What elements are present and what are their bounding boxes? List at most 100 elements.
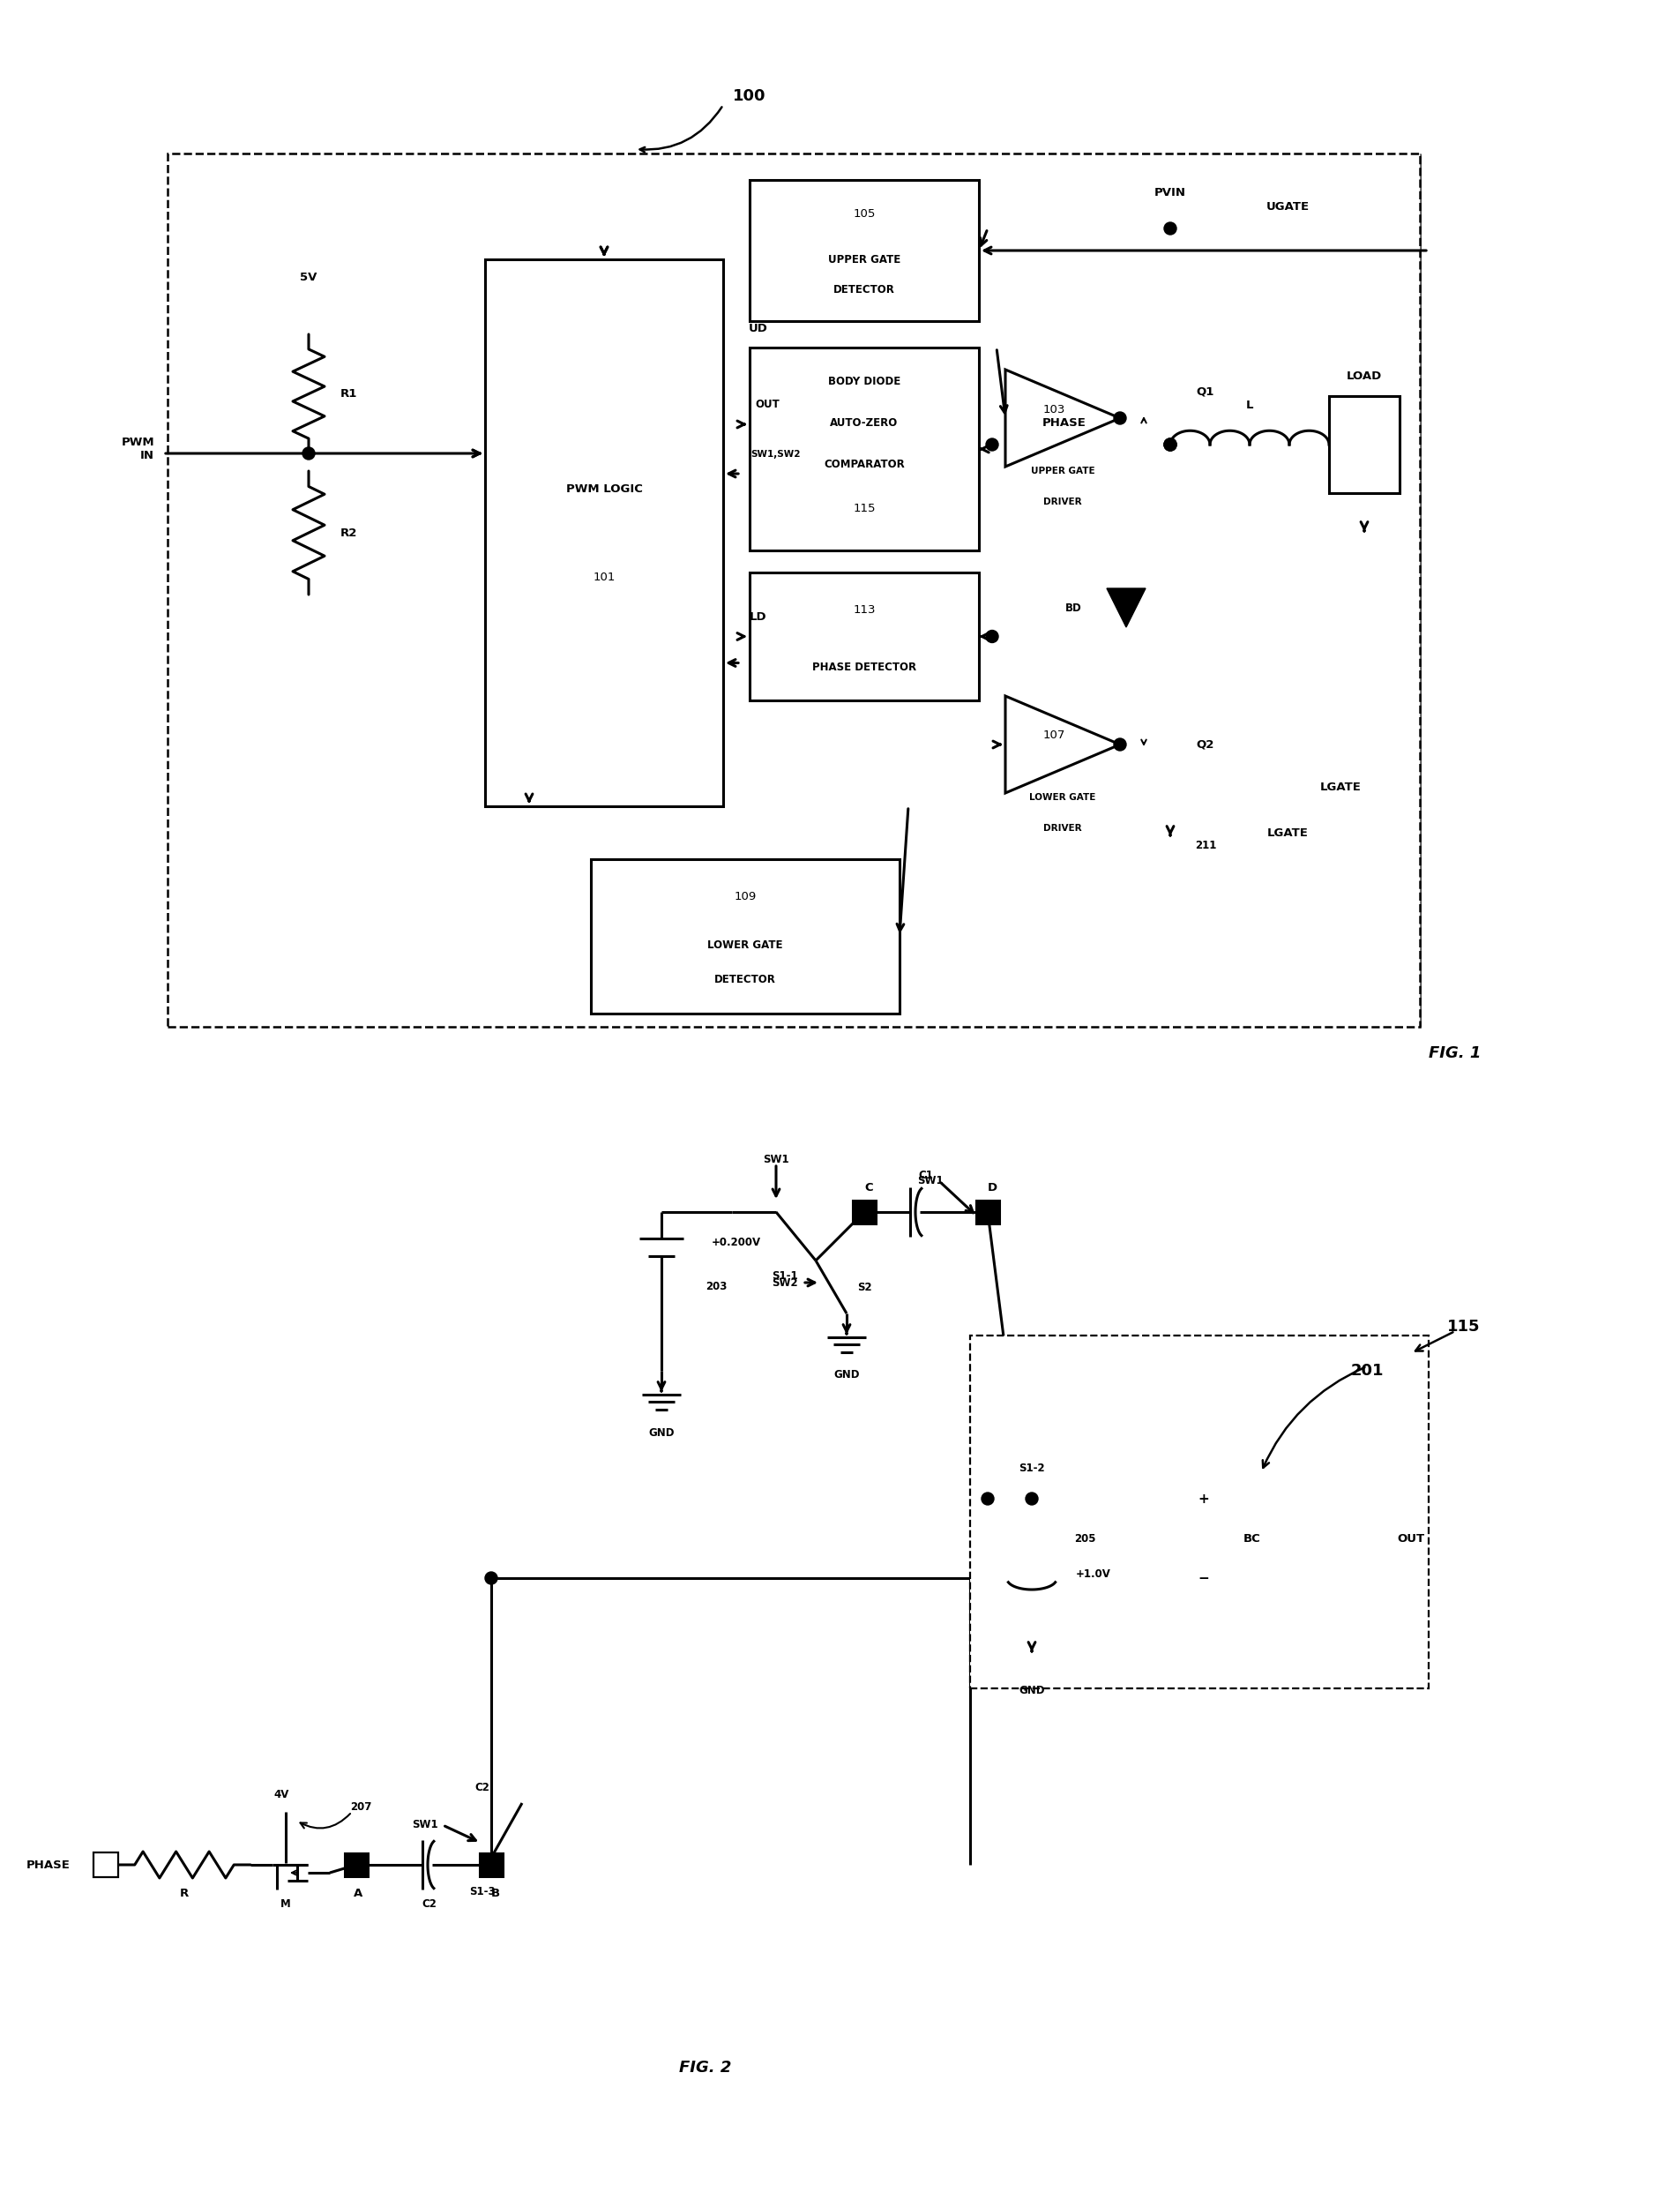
Text: C1: C1 [917,1168,932,1181]
Circle shape [486,1859,497,1870]
Text: PVIN: PVIN [1154,187,1186,198]
Text: FIG. 2: FIG. 2 [679,2059,731,2075]
Circle shape [1025,1492,1038,1505]
Bar [591,860,899,1014]
Text: PWM
IN: PWM IN [121,436,155,462]
Text: LOWER GATE: LOWER GATE [707,939,783,950]
Text: 203: 203 [706,1280,727,1294]
Circle shape [1114,739,1126,750]
Text: LGATE: LGATE [1319,781,1361,792]
Text: B: B [491,1888,501,1899]
Bar [976,1201,998,1223]
Text: S1-3: S1-3 [469,1885,496,1896]
Text: 107: 107 [1042,730,1065,741]
Text: SW1: SW1 [917,1175,942,1186]
Text: C: C [864,1181,872,1192]
Text: 115: 115 [852,502,875,515]
Text: LOWER GATE: LOWER GATE [1028,792,1095,801]
Text: S2: S2 [857,1280,872,1294]
Text: GND: GND [1018,1685,1045,1696]
Text: 113: 113 [852,603,875,616]
Text: COMPARATOR: COMPARATOR [823,458,904,471]
Text: 103: 103 [1042,403,1065,416]
Text: UD: UD [748,323,768,334]
Bar [969,1335,1428,1687]
Text: C2: C2 [422,1899,437,1910]
Text: 205: 205 [1074,1533,1095,1544]
Text: C2: C2 [475,1782,489,1793]
Text: SW1: SW1 [412,1819,438,1830]
Text: +: + [1198,1492,1210,1505]
Text: S1-2: S1-2 [1018,1463,1045,1474]
Circle shape [986,438,998,451]
Bar [1216,1516,1287,1560]
Text: OUT: OUT [754,398,780,411]
Text: S1-1: S1-1 [771,1269,798,1280]
Text: R1: R1 [339,387,356,400]
Bar [852,1201,875,1223]
Text: D: D [986,1181,996,1192]
Circle shape [981,1492,993,1505]
Text: −: − [1198,1571,1210,1584]
Text: GND: GND [833,1368,858,1382]
Text: AUTO-ZERO: AUTO-ZERO [830,416,897,429]
Text: UPPER GATE: UPPER GATE [828,253,900,264]
Text: LOAD: LOAD [1346,372,1381,383]
Text: 105: 105 [853,207,875,220]
Text: +1.0V: +1.0V [1075,1569,1110,1580]
Text: PWM LOGIC: PWM LOGIC [566,484,642,495]
Text: +0.200V: +0.200V [711,1236,761,1250]
Text: DRIVER: DRIVER [1043,497,1082,506]
Text: BC: BC [1243,1533,1260,1544]
Text: UGATE: UGATE [1265,200,1309,211]
Circle shape [1164,438,1176,451]
Text: Q2: Q2 [1196,739,1215,750]
Text: UPPER GATE: UPPER GATE [1030,466,1094,475]
Text: PHASE DETECTOR: PHASE DETECTOR [811,662,916,673]
Bar [168,154,1420,1027]
Text: 201: 201 [1349,1362,1383,1379]
Text: DETECTOR: DETECTOR [714,975,776,986]
Bar [749,572,978,700]
Polygon shape [1105,587,1146,627]
Text: R: R [180,1888,188,1899]
Text: DRIVER: DRIVER [1043,823,1082,834]
Text: 4V: 4V [274,1789,289,1800]
Text: FIG. 1: FIG. 1 [1428,1045,1480,1060]
Circle shape [1164,438,1176,451]
Bar [94,1852,118,1877]
Text: 101: 101 [593,572,615,583]
Text: DETECTOR: DETECTOR [833,284,894,297]
Text: R2: R2 [339,528,356,539]
Circle shape [1114,411,1126,425]
Text: Q1: Q1 [1196,385,1215,398]
Text: 211: 211 [1194,840,1216,851]
Bar [344,1852,368,1877]
Text: 115: 115 [1446,1318,1480,1335]
Text: SW1,SW2: SW1,SW2 [751,449,801,460]
Text: 109: 109 [734,891,756,902]
Text: PHASE: PHASE [1042,416,1085,429]
Text: 100: 100 [732,88,766,103]
Text: L: L [1245,398,1253,411]
Bar [749,348,978,550]
Circle shape [302,447,314,460]
Bar [749,180,978,321]
Text: 5V: 5V [301,271,318,284]
Text: PHASE: PHASE [27,1859,71,1870]
Text: LD: LD [749,612,766,623]
Text: OUT: OUT [1396,1533,1425,1544]
Bar [1329,396,1399,493]
Text: SW1: SW1 [763,1153,788,1164]
Text: BODY DIODE: BODY DIODE [828,376,900,387]
Text: SW2: SW2 [771,1276,798,1289]
Bar [479,1852,502,1877]
Text: LGATE: LGATE [1267,827,1307,838]
Circle shape [1164,222,1176,235]
Text: GND: GND [648,1428,674,1439]
Text: M: M [281,1899,291,1910]
Text: A: A [353,1888,363,1899]
Circle shape [986,629,998,642]
Circle shape [981,1206,993,1219]
Text: BD: BD [1065,603,1080,614]
